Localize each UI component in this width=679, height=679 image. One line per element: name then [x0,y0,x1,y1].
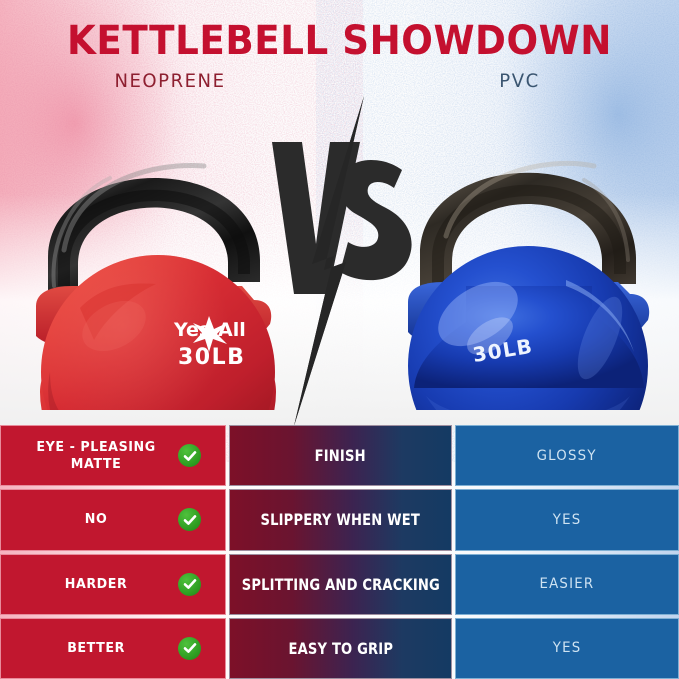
versus-badge [268,96,414,426]
check-icon [178,572,201,596]
neoprene-value-line1: EYE - PLEASING [36,438,156,455]
svg-text:All: All [218,319,246,341]
neoprene-kettlebell-image: Yes All 30LB [6,110,286,500]
svg-text:30LB: 30LB [178,345,245,370]
neoprene-value: HARDER [64,575,128,592]
check-icon [178,508,201,532]
neoprene-value: BETTER [67,639,125,656]
brand-mark: Yes All [173,316,246,352]
neoprene-value: EYE - PLEASING MATTE [6,439,172,473]
neoprene-value: NO [84,511,108,528]
feature-cell: EASY TO GRIP [229,617,452,679]
pvc-value: EASIER [539,576,595,593]
table-row: EYE - PLEASING MATTE FINISH GLOSSY [0,425,679,487]
comparison-table: EYE - PLEASING MATTE FINISH GLOSSY NO [0,425,679,679]
pvc-cell: EASIER [455,553,679,615]
neoprene-cell: NO [0,489,226,551]
neoprene-cell: BETTER [0,617,226,679]
feature-cell: SLIPPERY WHEN WET [229,489,452,551]
check-icon [178,444,201,468]
feature-cell: SPLITTING AND CRACKING [229,553,452,615]
feature-label: SPLITTING AND CRACKING [241,574,440,594]
feature-cell: FINISH [229,425,452,487]
pvc-value: GLOSSY [536,447,598,464]
table-row: HARDER SPLITTING AND CRACKING EASIER [0,553,679,615]
table-row: NO SLIPPERY WHEN WET YES [0,489,679,551]
left-product-label: NEOPRENE [114,70,226,92]
pvc-cell: YES [455,617,679,679]
page-title: KETTLEBELL SHOWDOWN [67,18,612,64]
pvc-cell: GLOSSY [455,425,679,487]
feature-label: FINISH [314,446,367,466]
right-product-label: PVC [499,70,540,92]
table-row: BETTER EASY TO GRIP YES [0,617,679,679]
pvc-cell: YES [455,489,679,551]
feature-label: EASY TO GRIP [288,638,393,658]
neoprene-cell: HARDER [0,553,226,615]
pvc-value: YES [552,511,582,528]
check-icon [178,636,201,660]
neoprene-cell: EYE - PLEASING MATTE [0,425,226,487]
feature-label: SLIPPERY WHEN WET [260,510,421,530]
pvc-kettlebell-image: 30LB [386,108,674,486]
pvc-value: YES [552,640,582,657]
neoprene-value-line2: MATTE [70,455,122,472]
